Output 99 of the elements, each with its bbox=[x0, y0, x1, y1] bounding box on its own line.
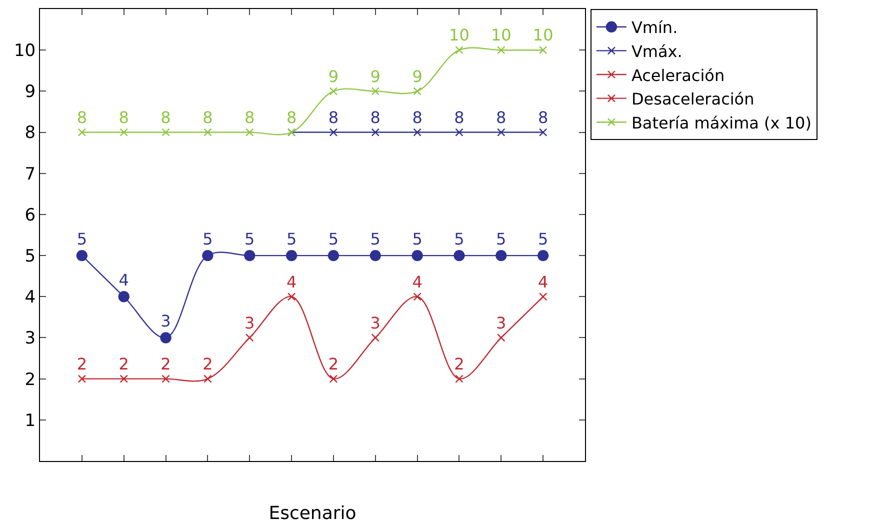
data-label: 5 bbox=[244, 229, 255, 248]
data-label: 8 bbox=[412, 108, 422, 127]
point bbox=[455, 46, 464, 54]
point bbox=[120, 128, 128, 136]
point bbox=[204, 374, 212, 383]
data-label: 9 bbox=[328, 66, 339, 86]
data-label: 3 bbox=[244, 313, 255, 332]
data-label: 2 bbox=[328, 354, 339, 374]
data-label: 3 bbox=[370, 313, 380, 332]
data-label: 5 bbox=[370, 229, 380, 248]
point bbox=[120, 374, 128, 383]
point bbox=[329, 87, 338, 96]
data-label: 5 bbox=[412, 229, 422, 248]
data-label: 4 bbox=[538, 272, 548, 292]
point bbox=[413, 128, 422, 136]
data-label: 5 bbox=[538, 229, 548, 248]
data-label: 8 bbox=[328, 108, 339, 127]
y-tick-label: 6 bbox=[24, 205, 36, 226]
point bbox=[329, 128, 338, 136]
data-label: 8 bbox=[496, 108, 506, 127]
point bbox=[246, 334, 254, 342]
data-label: 5 bbox=[202, 229, 213, 248]
y-tick-label: 9 bbox=[24, 82, 36, 102]
data-label: 8 bbox=[286, 108, 297, 127]
data-label: 4 bbox=[412, 272, 422, 292]
data-label: 9 bbox=[412, 66, 422, 86]
data-label: 8 bbox=[202, 108, 213, 127]
data-label: 3 bbox=[496, 313, 506, 332]
point bbox=[76, 250, 88, 262]
data-label: 5 bbox=[286, 229, 297, 248]
legend-label: Vmáx. bbox=[631, 42, 682, 61]
point bbox=[538, 292, 548, 301]
legend-label: Desaceleración bbox=[631, 90, 754, 109]
point bbox=[118, 291, 130, 302]
y-tick-label: 1 bbox=[24, 410, 36, 431]
data-label: 4 bbox=[118, 270, 129, 290]
data-label: 2 bbox=[160, 354, 171, 374]
point bbox=[329, 374, 338, 383]
y-tick-label: 2 bbox=[24, 370, 36, 390]
data-label: 10 bbox=[490, 26, 512, 45]
y-tick-label: 3 bbox=[24, 328, 36, 349]
data-label: 10 bbox=[532, 26, 554, 45]
data-label: 2 bbox=[118, 354, 129, 374]
point bbox=[454, 250, 465, 262]
data-label: 8 bbox=[76, 108, 88, 127]
point bbox=[78, 128, 86, 136]
data-label: 2 bbox=[76, 354, 88, 374]
data-label: 8 bbox=[538, 108, 548, 127]
legend-label: Batería máxima (x 10) bbox=[631, 113, 812, 132]
point bbox=[413, 292, 422, 301]
point bbox=[371, 128, 380, 136]
data-label: 5 bbox=[454, 229, 464, 248]
data-label: 4 bbox=[286, 272, 297, 292]
y-tick-label: 8 bbox=[24, 123, 36, 144]
data-label: 5 bbox=[76, 229, 88, 248]
point bbox=[160, 332, 172, 344]
point bbox=[78, 374, 86, 383]
y-tick-label: 4 bbox=[24, 288, 36, 308]
point bbox=[538, 46, 548, 54]
data-label: 9 bbox=[370, 66, 380, 86]
point bbox=[455, 128, 464, 136]
point bbox=[328, 250, 340, 262]
data-label: 8 bbox=[160, 108, 171, 127]
point bbox=[538, 128, 548, 136]
point bbox=[371, 334, 380, 342]
legend-label: Aceleración bbox=[631, 66, 725, 85]
point bbox=[202, 250, 214, 262]
y-tick-label: 7 bbox=[24, 164, 36, 184]
data-label: 8 bbox=[244, 108, 255, 127]
data-label: 10 bbox=[449, 26, 470, 45]
point bbox=[246, 128, 254, 136]
point bbox=[413, 87, 422, 96]
point bbox=[497, 334, 506, 342]
point bbox=[370, 250, 381, 262]
data-label: 8 bbox=[454, 108, 464, 127]
data-label: 8 bbox=[370, 108, 380, 127]
data-label: 5 bbox=[496, 229, 506, 248]
legend-label: Vmín. bbox=[631, 18, 678, 38]
data-label: 2 bbox=[454, 354, 464, 374]
point bbox=[371, 87, 380, 96]
data-label: 3 bbox=[160, 311, 171, 330]
data-label: 5 bbox=[328, 229, 339, 248]
y-tick-label: 10 bbox=[14, 41, 36, 62]
point bbox=[497, 46, 506, 54]
point bbox=[496, 250, 507, 262]
point bbox=[537, 250, 549, 262]
data-label: 8 bbox=[118, 108, 129, 127]
x-axis-title: Escenario bbox=[268, 503, 356, 524]
data-label: 2 bbox=[202, 354, 213, 374]
point bbox=[162, 374, 170, 383]
point bbox=[287, 292, 296, 301]
point bbox=[412, 250, 423, 262]
point bbox=[244, 250, 256, 262]
point bbox=[455, 374, 464, 383]
point bbox=[497, 128, 506, 136]
point bbox=[286, 250, 298, 262]
y-tick-label: 5 bbox=[24, 246, 36, 266]
point bbox=[162, 128, 170, 136]
point bbox=[204, 128, 212, 136]
